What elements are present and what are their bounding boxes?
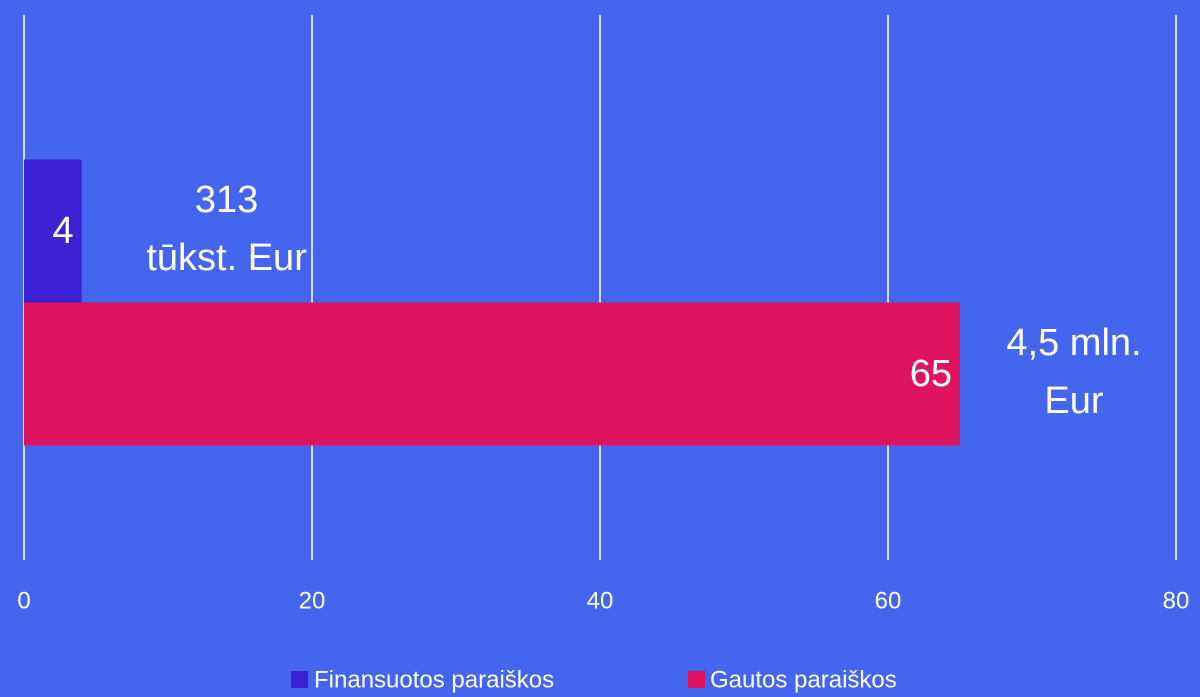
x-tick-label: 0 [17,587,30,614]
data-label: 65 [910,353,952,395]
annotation: Eur [1044,380,1103,422]
bar [24,159,82,303]
annotation: 313 [195,179,258,221]
data-label: 4 [52,210,73,252]
bar [24,302,960,446]
x-tick-label: 60 [875,587,902,614]
legend-label: Gautos paraiškos [710,666,897,693]
legend-label: Finansuotos paraiškos [314,666,554,693]
legend-swatch [291,671,308,688]
legend-swatch [688,671,705,688]
x-tick-label: 80 [1163,587,1190,614]
x-tick-label: 40 [587,587,614,614]
annotation: 4,5 mln. [1006,322,1141,364]
annotation: tūkst. Eur [146,237,307,279]
x-tick-label: 20 [299,587,326,614]
